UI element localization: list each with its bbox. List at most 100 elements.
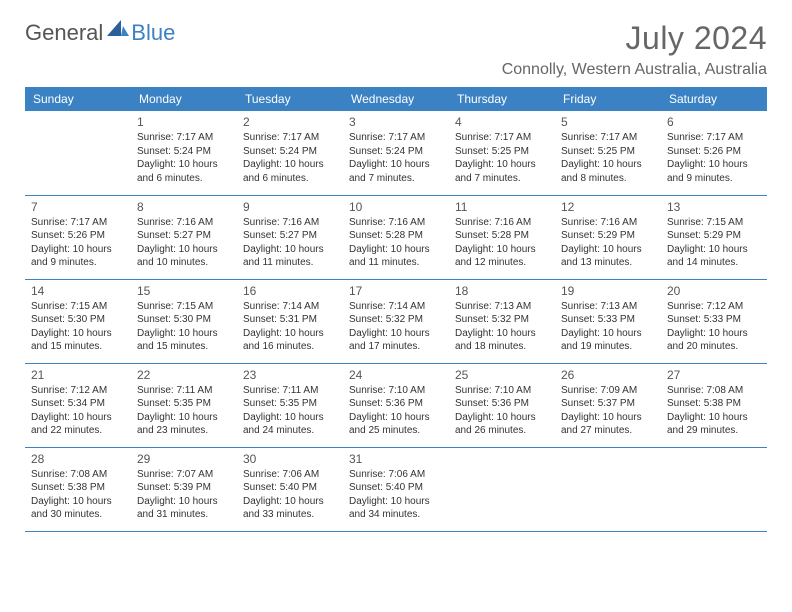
day-cell (555, 447, 661, 531)
day-info: Sunrise: 7:10 AMSunset: 5:36 PMDaylight:… (349, 384, 443, 438)
day-cell: 1 Sunrise: 7:17 AMSunset: 5:24 PMDaylight… (131, 111, 237, 195)
day-info-line: and 9 minutes. (667, 172, 761, 186)
day-info-line: and 19 minutes. (561, 340, 655, 354)
day-number: 13 (667, 200, 761, 214)
day-info-line: Sunset: 5:35 PM (243, 397, 337, 411)
day-info-line: Sunrise: 7:16 AM (455, 216, 549, 230)
day-number: 22 (137, 368, 231, 382)
day-cell: 30Sunrise: 7:06 AMSunset: 5:40 PMDayligh… (237, 447, 343, 531)
day-info-line: and 29 minutes. (667, 424, 761, 438)
day-info-line: Sunrise: 7:16 AM (349, 216, 443, 230)
day-number: 8 (137, 200, 231, 214)
day-info-line: Sunrise: 7:17 AM (349, 131, 443, 145)
day-info-line: Sunrise: 7:17 AM (243, 131, 337, 145)
day-info-line: Daylight: 10 hours (667, 327, 761, 341)
day-number: 31 (349, 452, 443, 466)
day-info-line: Daylight: 10 hours (455, 411, 549, 425)
day-info: Sunrise: 7:17 AMSunset: 5:24 PMDaylight:… (137, 131, 231, 185)
day-cell: 15Sunrise: 7:15 AMSunset: 5:30 PMDayligh… (131, 279, 237, 363)
day-info-line: and 18 minutes. (455, 340, 549, 354)
day-info-line: Daylight: 10 hours (137, 243, 231, 257)
day-info-line: Sunrise: 7:10 AM (455, 384, 549, 398)
day-info-line: Sunset: 5:28 PM (455, 229, 549, 243)
day-info-line: and 23 minutes. (137, 424, 231, 438)
day-number: 6 (667, 115, 761, 129)
day-cell: 16Sunrise: 7:14 AMSunset: 5:31 PMDayligh… (237, 279, 343, 363)
day-info-line: Sunset: 5:36 PM (455, 397, 549, 411)
day-info-line: Daylight: 10 hours (455, 327, 549, 341)
day-info-line: Sunrise: 7:15 AM (137, 300, 231, 314)
day-cell: 5Sunrise: 7:17 AMSunset: 5:25 PMDaylight… (555, 111, 661, 195)
day-info-line: Sunset: 5:36 PM (349, 397, 443, 411)
day-info: Sunrise: 7:17 AMSunset: 5:24 PMDaylight:… (243, 131, 337, 185)
day-info-line: and 25 minutes. (349, 424, 443, 438)
day-info-line: Daylight: 10 hours (243, 495, 337, 509)
day-info-line: Sunset: 5:27 PM (137, 229, 231, 243)
day-number: 20 (667, 284, 761, 298)
day-header-row: Sunday Monday Tuesday Wednesday Thursday… (25, 87, 767, 111)
day-info-line: and 6 minutes. (137, 172, 231, 186)
calendar-row: 14Sunrise: 7:15 AMSunset: 5:30 PMDayligh… (25, 279, 767, 363)
day-info-line: Sunrise: 7:08 AM (667, 384, 761, 398)
day-info-line: Daylight: 10 hours (561, 327, 655, 341)
day-number: 1 (137, 115, 231, 129)
day-info-line: Sunrise: 7:16 AM (137, 216, 231, 230)
day-info-line: Sunset: 5:27 PM (243, 229, 337, 243)
day-number: 4 (455, 115, 549, 129)
day-info-line: and 7 minutes. (455, 172, 549, 186)
day-info-line: Sunset: 5:29 PM (667, 229, 761, 243)
day-header-fri: Friday (555, 87, 661, 111)
day-info-line: Daylight: 10 hours (349, 243, 443, 257)
day-info-line: Daylight: 10 hours (137, 495, 231, 509)
day-info: Sunrise: 7:11 AMSunset: 5:35 PMDaylight:… (243, 384, 337, 438)
page-title: July 2024 (502, 20, 767, 57)
day-info-line: Sunrise: 7:15 AM (667, 216, 761, 230)
day-info: Sunrise: 7:12 AMSunset: 5:33 PMDaylight:… (667, 300, 761, 354)
day-info-line: and 34 minutes. (349, 508, 443, 522)
day-number: 10 (349, 200, 443, 214)
day-info-line: Sunset: 5:24 PM (243, 145, 337, 159)
day-info: Sunrise: 7:16 AMSunset: 5:28 PMDaylight:… (349, 216, 443, 270)
day-info-line: and 31 minutes. (137, 508, 231, 522)
day-info-line: and 13 minutes. (561, 256, 655, 270)
day-cell: 24 Sunrise: 7:10 AMSunset: 5:36 PMDayligh… (343, 363, 449, 447)
day-cell: 29Sunrise: 7:07 AMSunset: 5:39 PMDayligh… (131, 447, 237, 531)
day-number: 16 (243, 284, 337, 298)
day-number: 17 (349, 284, 443, 298)
day-number: 24 (349, 368, 443, 382)
day-info-line: Daylight: 10 hours (137, 411, 231, 425)
day-info: Sunrise: 7:15 AMSunset: 5:30 PMDaylight:… (137, 300, 231, 354)
day-info-line: and 24 minutes. (243, 424, 337, 438)
day-info-line: Sunrise: 7:14 AM (349, 300, 443, 314)
day-cell: 9Sunrise: 7:16 AMSunset: 5:27 PMDaylight… (237, 195, 343, 279)
day-info-line: Daylight: 10 hours (561, 411, 655, 425)
day-info-line: Sunset: 5:38 PM (667, 397, 761, 411)
day-info: Sunrise: 7:17 AMSunset: 5:26 PMDaylight:… (31, 216, 125, 270)
day-cell: 11Sunrise: 7:16 AMSunset: 5:28 PMDayligh… (449, 195, 555, 279)
logo: General Blue (25, 20, 175, 46)
day-info-line: Sunrise: 7:09 AM (561, 384, 655, 398)
day-cell (25, 111, 131, 195)
day-header-sun: Sunday (25, 87, 131, 111)
day-cell (661, 447, 767, 531)
day-info: Sunrise: 7:16 AMSunset: 5:28 PMDaylight:… (455, 216, 549, 270)
day-info-line: Sunrise: 7:11 AM (137, 384, 231, 398)
day-info-line: Daylight: 10 hours (561, 243, 655, 257)
day-info-line: Daylight: 10 hours (455, 158, 549, 172)
day-info-line: and 16 minutes. (243, 340, 337, 354)
day-info-line: Sunrise: 7:12 AM (31, 384, 125, 398)
day-info-line: Sunset: 5:35 PM (137, 397, 231, 411)
day-info-line: Sunset: 5:25 PM (561, 145, 655, 159)
day-info-line: Sunset: 5:30 PM (137, 313, 231, 327)
day-info: Sunrise: 7:06 AMSunset: 5:40 PMDaylight:… (349, 468, 443, 522)
day-info-line: Sunrise: 7:17 AM (667, 131, 761, 145)
day-info: Sunrise: 7:09 AMSunset: 5:37 PMDaylight:… (561, 384, 655, 438)
day-info-line: and 30 minutes. (31, 508, 125, 522)
day-info-line: Sunset: 5:33 PM (667, 313, 761, 327)
calendar-table: Sunday Monday Tuesday Wednesday Thursday… (25, 87, 767, 532)
day-info-line: Sunrise: 7:06 AM (349, 468, 443, 482)
day-info-line: Sunset: 5:26 PM (667, 145, 761, 159)
day-info-line: Sunset: 5:40 PM (349, 481, 443, 495)
day-info-line: Daylight: 10 hours (243, 327, 337, 341)
day-number: 29 (137, 452, 231, 466)
